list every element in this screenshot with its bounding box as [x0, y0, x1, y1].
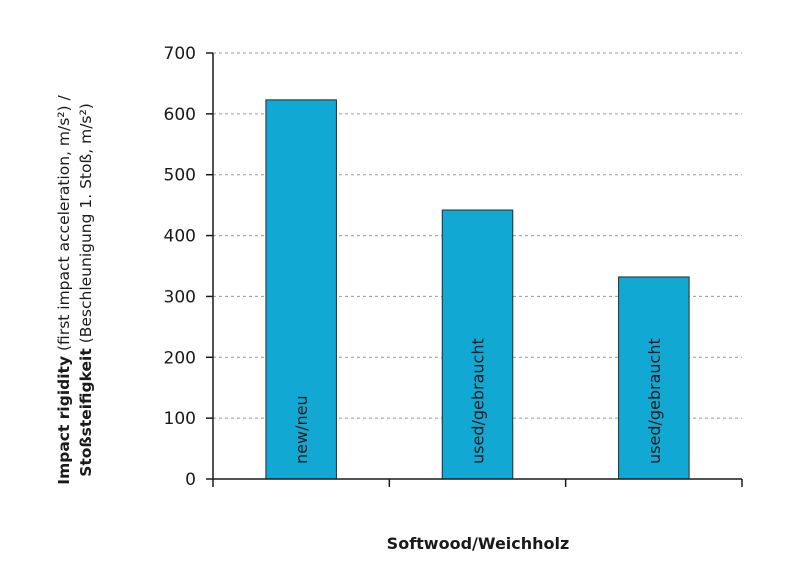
- x-axis-label: Softwood/Weichholz: [387, 534, 570, 553]
- y-tick-label: 500: [164, 166, 196, 186]
- axes: [206, 52, 743, 487]
- y-axis-label: Impact rigidity (first impact accelerati…: [55, 95, 95, 485]
- bar: [441, 209, 514, 480]
- bar-category-label: new/neu: [292, 395, 311, 464]
- y-tick-label: 400: [164, 227, 196, 247]
- bar-category-label: used/gebraucht: [469, 338, 488, 464]
- y-axis-label-line1-bold: Impact rigidity: [55, 356, 73, 485]
- bar: [265, 99, 337, 480]
- y-tick-labels: 0 100 200 300 400 500 600 700: [164, 44, 196, 490]
- y-tick-label: 700: [164, 44, 196, 64]
- y-axis-label-line1-rest: (first impact acceleration, m/s²) /: [55, 95, 73, 356]
- y-tick-label: 0: [185, 470, 196, 490]
- bars: [265, 99, 690, 480]
- svg-text:Stoßsteifigkeit (Beschleunigun: Stoßsteifigkeit (Beschleunigung 1. Stoß,…: [77, 103, 95, 477]
- bar-category-label: used/gebraucht: [645, 338, 664, 464]
- y-axis-label-line2-rest: (Beschleunigung 1. Stoß, m/s²): [77, 103, 95, 348]
- bar-labels: new/neu used/gebraucht used/gebraucht: [292, 338, 664, 464]
- y-tick-label: 300: [164, 287, 196, 307]
- y-tick-label: 100: [164, 409, 196, 429]
- y-tick-label: 600: [164, 105, 196, 125]
- y-tick-label: 200: [164, 348, 196, 368]
- y-axis-label-line2-bold: Stoßsteifigkeit: [77, 348, 95, 477]
- svg-text:Impact rigidity (first impact: Impact rigidity (first impact accelerati…: [55, 95, 73, 485]
